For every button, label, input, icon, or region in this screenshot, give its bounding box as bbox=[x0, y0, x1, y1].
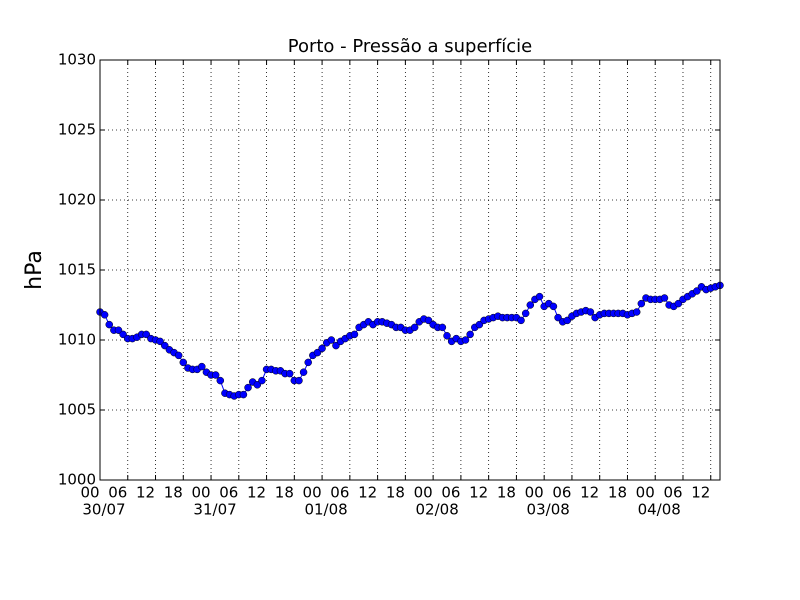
x-tick-label: 18 bbox=[608, 484, 627, 502]
y-tick-label: 1015 bbox=[58, 261, 96, 279]
point bbox=[632, 308, 641, 316]
point bbox=[660, 294, 669, 302]
x-tick-label: 12 bbox=[580, 484, 599, 502]
plot-frame bbox=[99, 59, 721, 481]
point bbox=[526, 301, 535, 309]
point bbox=[198, 362, 206, 371]
y-tick-label: 1030 bbox=[58, 51, 96, 69]
x-date-label: 01/08 bbox=[304, 501, 347, 519]
x-date-label: 31/07 bbox=[193, 501, 236, 519]
point bbox=[304, 358, 312, 367]
x-tick-label: 00 bbox=[80, 484, 99, 502]
point bbox=[586, 308, 595, 316]
x-tick-label: 12 bbox=[358, 484, 377, 502]
point bbox=[332, 341, 340, 350]
point bbox=[239, 390, 248, 399]
point bbox=[466, 330, 474, 339]
point bbox=[156, 337, 164, 346]
point bbox=[161, 341, 169, 350]
x-tick-label: 06 bbox=[663, 484, 682, 502]
x-tick-label: 12 bbox=[247, 484, 266, 502]
point bbox=[674, 299, 683, 308]
point bbox=[211, 371, 220, 379]
x-tick-label: 18 bbox=[275, 484, 294, 502]
point bbox=[475, 320, 484, 329]
x-date-label: 03/08 bbox=[527, 501, 570, 519]
y-axis-label: hPa bbox=[22, 250, 47, 290]
x-tick-label: 06 bbox=[108, 484, 127, 502]
chart-title: Porto - Pressão a superfície bbox=[288, 36, 533, 57]
x-tick-label: 00 bbox=[414, 484, 433, 502]
point bbox=[114, 326, 123, 334]
x-tick-label: 00 bbox=[303, 484, 322, 502]
x-date-label: 04/08 bbox=[638, 501, 681, 519]
y-tick-label: 1005 bbox=[58, 401, 96, 419]
x-tick-label: 12 bbox=[691, 484, 710, 502]
x-tick-label: 18 bbox=[497, 484, 516, 502]
point bbox=[299, 368, 308, 376]
point bbox=[693, 287, 701, 295]
point bbox=[438, 323, 447, 332]
x-tick-label: 12 bbox=[469, 484, 488, 502]
point bbox=[637, 299, 646, 308]
point bbox=[327, 336, 336, 344]
point bbox=[521, 309, 530, 318]
point bbox=[318, 344, 326, 353]
point bbox=[424, 316, 433, 325]
x-tick-label: 06 bbox=[330, 484, 349, 502]
point bbox=[244, 383, 252, 392]
x-tick-label: 06 bbox=[552, 484, 571, 502]
y-tick-label: 1010 bbox=[58, 331, 96, 349]
y-tick-label: 1000 bbox=[58, 471, 96, 489]
point bbox=[142, 330, 151, 339]
x-date-label: 02/08 bbox=[416, 501, 459, 519]
point bbox=[554, 313, 562, 322]
point bbox=[216, 376, 225, 385]
point bbox=[313, 348, 322, 357]
point bbox=[100, 311, 109, 319]
point bbox=[253, 381, 262, 389]
point bbox=[119, 330, 127, 339]
point bbox=[443, 332, 451, 340]
point bbox=[549, 302, 558, 311]
point bbox=[295, 376, 303, 385]
x-tick-label: 12 bbox=[136, 484, 155, 502]
point bbox=[258, 376, 266, 385]
x-tick-label: 18 bbox=[164, 484, 183, 502]
point bbox=[410, 323, 419, 332]
x-tick-label: 00 bbox=[191, 484, 210, 502]
x-date-label: 30/07 bbox=[82, 501, 125, 519]
point bbox=[179, 358, 188, 367]
x-tick-label: 06 bbox=[219, 484, 238, 502]
point bbox=[535, 292, 544, 301]
point bbox=[285, 369, 294, 378]
point bbox=[174, 351, 183, 360]
point bbox=[350, 330, 359, 339]
x-tick-label: 00 bbox=[525, 484, 544, 502]
point bbox=[517, 316, 525, 325]
x-tick-label: 06 bbox=[441, 484, 460, 502]
y-tick-label: 1020 bbox=[58, 191, 96, 209]
point bbox=[563, 316, 572, 325]
point bbox=[105, 320, 114, 329]
point bbox=[461, 336, 470, 344]
x-tick-label: 00 bbox=[636, 484, 655, 502]
y-tick-label: 1025 bbox=[58, 121, 96, 139]
x-tick-label: 18 bbox=[386, 484, 405, 502]
